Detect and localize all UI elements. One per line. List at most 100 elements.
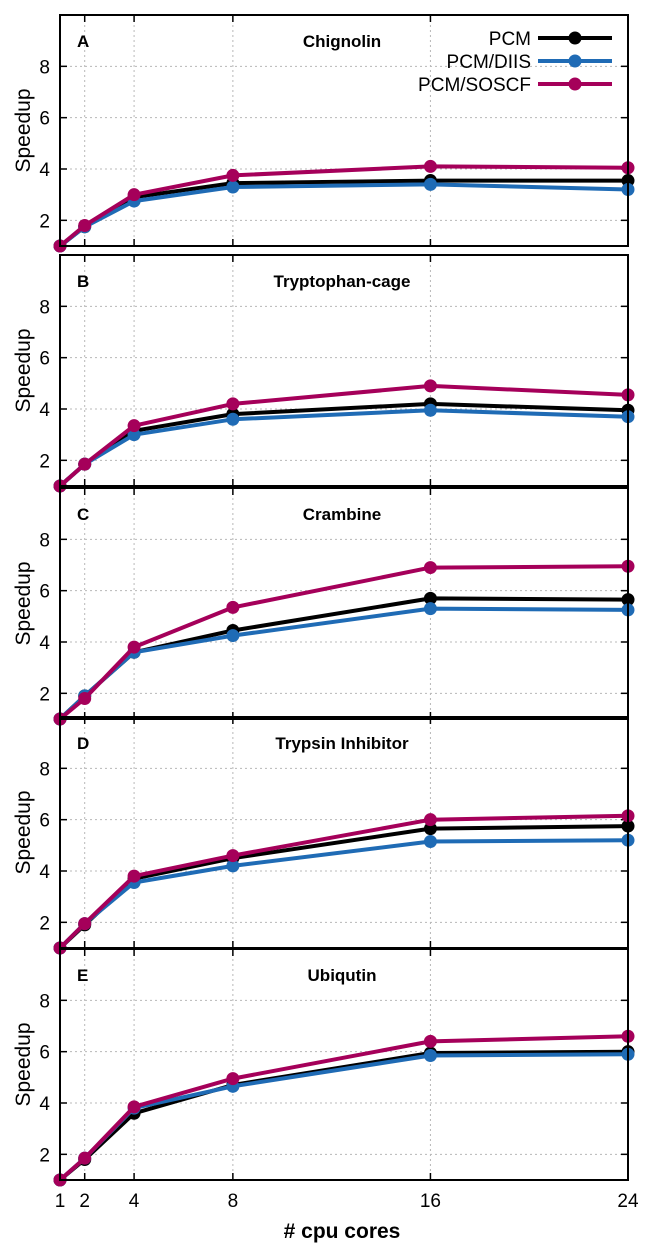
data-point	[226, 1072, 240, 1086]
series-line	[58, 838, 629, 950]
y-tick-label: 4	[39, 1094, 50, 1115]
y-axis-label: Speedup	[12, 561, 35, 645]
y-tick-label: 2	[39, 1145, 50, 1166]
data-point	[226, 180, 240, 194]
panel-label: B	[77, 272, 89, 291]
legend-swatch-marker	[568, 31, 582, 45]
series-line	[58, 606, 629, 721]
data-point	[127, 640, 141, 654]
panel-title: Ubiqutin	[308, 966, 377, 985]
panel-c: 2 4 6 8 C Crambine Speedup	[12, 487, 635, 726]
y-axis-label: Speedup	[12, 790, 35, 874]
y-tick-label: 4	[39, 633, 50, 654]
data-point	[226, 849, 240, 863]
y-tick-label: 6	[39, 349, 50, 370]
data-point	[226, 168, 240, 182]
y-axis-label: Speedup	[12, 328, 35, 412]
y-tick-label: 4	[39, 862, 50, 883]
y-tick-label: 2	[39, 913, 50, 934]
data-point	[226, 629, 240, 643]
data-point	[78, 1151, 92, 1165]
data-point	[423, 561, 437, 575]
data-point	[127, 419, 141, 433]
legend-entry-label: PCM/SOSCF	[418, 75, 531, 96]
series-line	[58, 164, 629, 248]
y-axis-label: Speedup	[12, 1022, 35, 1106]
panel-frame	[59, 14, 629, 247]
y-tick-label: 8	[39, 57, 50, 78]
legend-entry-label: PCM/DIIS	[447, 52, 531, 73]
data-point	[423, 813, 437, 827]
legend-swatch-marker	[568, 54, 582, 68]
data-point	[127, 869, 141, 883]
data-point	[423, 1034, 437, 1048]
y-tick-label: 8	[39, 297, 50, 318]
data-point	[423, 177, 437, 191]
panel-frame	[59, 948, 629, 1181]
series-line	[58, 596, 629, 721]
y-tick-label: 4	[39, 160, 50, 181]
data-point	[127, 1100, 141, 1114]
panel-b: 2 4 6 8 B Tryptophan-cage Speedup	[12, 254, 635, 493]
data-point	[127, 428, 141, 442]
x-tick-label: 2	[79, 1191, 90, 1212]
legend-entry-label: PCM	[489, 29, 531, 50]
data-point	[423, 822, 437, 836]
data-point	[226, 859, 240, 873]
data-point	[226, 397, 240, 411]
series-line	[58, 383, 629, 488]
x-tick-label: 24	[617, 1191, 639, 1212]
legend-swatch-marker	[568, 77, 582, 91]
panel-label: A	[77, 32, 89, 51]
panel-frame	[59, 487, 629, 720]
panel-title: Crambine	[303, 505, 381, 524]
y-tick-label: 8	[39, 759, 50, 780]
x-tick-label: 8	[228, 1191, 239, 1212]
panel-frame	[59, 254, 629, 487]
data-point	[226, 412, 240, 426]
data-point	[423, 834, 437, 848]
panel-label: E	[77, 966, 88, 985]
panel-d: 2 4 6 8 D Trypsin Inhibitor Speedup	[12, 716, 635, 955]
panel-label: D	[77, 734, 89, 753]
y-tick-label: 4	[39, 400, 50, 421]
series-line	[58, 178, 628, 248]
x-tick-label: 1	[55, 1191, 66, 1212]
panel-title: Tryptophan-cage	[274, 272, 411, 291]
y-tick-label: 2	[39, 451, 50, 472]
panel-title: Chignolin	[303, 32, 381, 51]
data-point	[127, 188, 141, 202]
data-point	[78, 917, 92, 931]
data-point	[78, 691, 92, 705]
data-point	[423, 403, 437, 417]
panel-title: Trypsin Inhibitor	[275, 734, 409, 753]
x-tick-label: 16	[420, 1191, 441, 1212]
y-tick-label: 6	[39, 109, 50, 130]
series-line	[58, 564, 629, 721]
data-point	[423, 379, 437, 393]
y-tick-label: 6	[39, 811, 50, 832]
x-tick-label: 4	[129, 1191, 140, 1212]
y-tick-label: 8	[39, 530, 50, 551]
data-point	[423, 602, 437, 616]
y-tick-label: 6	[39, 582, 50, 603]
y-tick-label: 2	[39, 684, 50, 705]
y-axis-label: Speedup	[12, 88, 35, 172]
y-tick-label: 6	[39, 1043, 50, 1064]
data-point	[78, 457, 92, 471]
series-line	[58, 824, 629, 950]
y-tick-label: 8	[39, 991, 50, 1012]
panel-label: C	[77, 505, 89, 524]
panel-e: 2 4 6 8 E Ubiqutin Speedup	[12, 948, 635, 1187]
data-point	[423, 591, 437, 605]
data-point	[78, 218, 92, 232]
data-point	[423, 159, 437, 173]
y-tick-label: 2	[39, 211, 50, 232]
data-point	[226, 600, 240, 614]
series-line	[58, 1052, 629, 1182]
x-axis-label: # cpu cores	[284, 1220, 401, 1243]
data-point	[423, 1049, 437, 1063]
